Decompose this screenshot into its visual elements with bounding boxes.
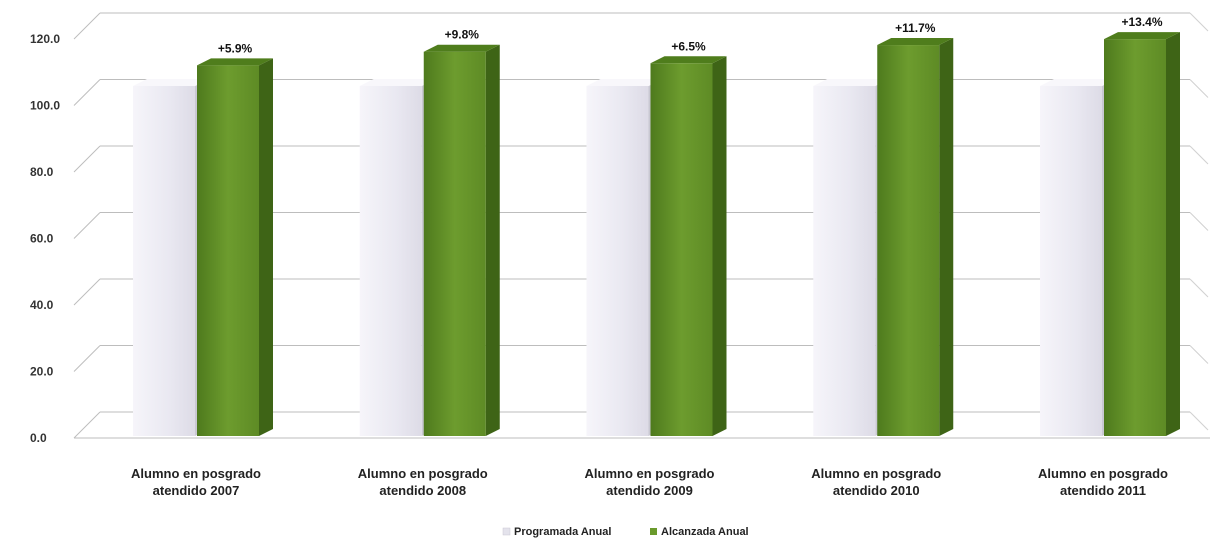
bar-alcanzada <box>650 63 713 436</box>
gridline-side <box>73 212 101 239</box>
gridline-right <box>1189 345 1209 364</box>
bar-alcanzada <box>197 65 259 436</box>
gridline-side <box>73 278 101 306</box>
bar-alcanzada <box>877 45 940 437</box>
gridline-right <box>1189 212 1209 231</box>
y-tick-label: 100.0 <box>30 99 60 113</box>
bar-side <box>485 44 500 436</box>
y-axis: 0.0 20.0 40.0 60.0 80.0 100.0 120.0 <box>30 32 60 445</box>
data-label: +13.4% <box>1121 15 1162 29</box>
bar-top <box>423 44 500 52</box>
x-category-label: atendido 2008 <box>379 483 466 498</box>
bar-alcanzada <box>1104 39 1166 436</box>
x-category-label: atendido 2010 <box>833 483 920 498</box>
bar-side <box>712 56 727 436</box>
bar-side <box>1166 32 1180 436</box>
legend-label-alcanzada: Alcanzada Anual <box>661 526 749 538</box>
bar-top <box>1104 32 1180 40</box>
bar-alcanzada <box>423 51 486 436</box>
gridline-side <box>73 411 101 439</box>
x-category-label: atendido 2009 <box>606 483 693 498</box>
bar-top <box>133 79 209 86</box>
bar-top <box>1040 79 1116 86</box>
data-label: +5.9% <box>218 41 253 55</box>
bar-top <box>813 79 890 86</box>
y-tick-label: 0.0 <box>30 431 47 445</box>
bars <box>133 32 1180 437</box>
bar-top <box>586 79 663 86</box>
x-category-label: Alumno en posgrado <box>131 466 261 481</box>
gridline-right <box>1189 411 1209 431</box>
data-labels: +5.9% +9.8% +6.5% +11.7% +13.4% <box>218 15 1163 55</box>
legend: Programada Anual Alcanzada Anual <box>502 526 749 538</box>
x-category-label: Alumno en posgrado <box>1038 466 1168 481</box>
bar-programada <box>586 86 649 436</box>
data-label: +6.5% <box>671 39 706 53</box>
bar-side <box>939 38 954 437</box>
bar-top <box>197 58 273 66</box>
legend-label-programada: Programada Anual <box>514 526 611 538</box>
x-category-label: atendido 2007 <box>153 483 240 498</box>
x-category-label: Alumno en posgrado <box>811 466 941 481</box>
bar-programada <box>133 86 195 436</box>
legend-swatch-alcanzada <box>650 528 657 535</box>
gridline-right <box>1189 145 1209 165</box>
data-label: +11.7% <box>895 21 936 35</box>
gridline-right <box>1189 12 1209 32</box>
bar-programada <box>1040 86 1102 436</box>
legend-swatch-programada <box>502 527 511 536</box>
bar-top <box>650 56 727 64</box>
gridline-right <box>1189 278 1209 298</box>
gridline-side <box>73 345 101 372</box>
x-category-label: Alumno en posgrado <box>358 466 488 481</box>
gridline-side <box>73 79 101 106</box>
x-category-label: Alumno en posgrado <box>585 466 715 481</box>
data-label: +9.8% <box>445 28 480 42</box>
y-tick-label: 80.0 <box>30 165 54 179</box>
x-axis-labels: Alumno en posgrado atendido 2007 Alumno en… <box>131 466 1168 498</box>
gridline-right <box>1189 79 1209 98</box>
bar-top <box>359 79 436 86</box>
x-category-label: atendido 2011 <box>1060 483 1146 498</box>
y-tick-label: 20.0 <box>30 365 54 379</box>
gridline-side <box>73 12 101 40</box>
gridline-side <box>73 145 101 173</box>
y-tick-label: 120.0 <box>30 32 60 46</box>
bar-programada <box>359 86 422 436</box>
bar-programada <box>813 86 876 436</box>
y-tick-label: 40.0 <box>30 298 54 312</box>
bar-side <box>259 58 273 436</box>
bar-top <box>877 38 954 46</box>
y-tick-label: 60.0 <box>30 232 54 246</box>
